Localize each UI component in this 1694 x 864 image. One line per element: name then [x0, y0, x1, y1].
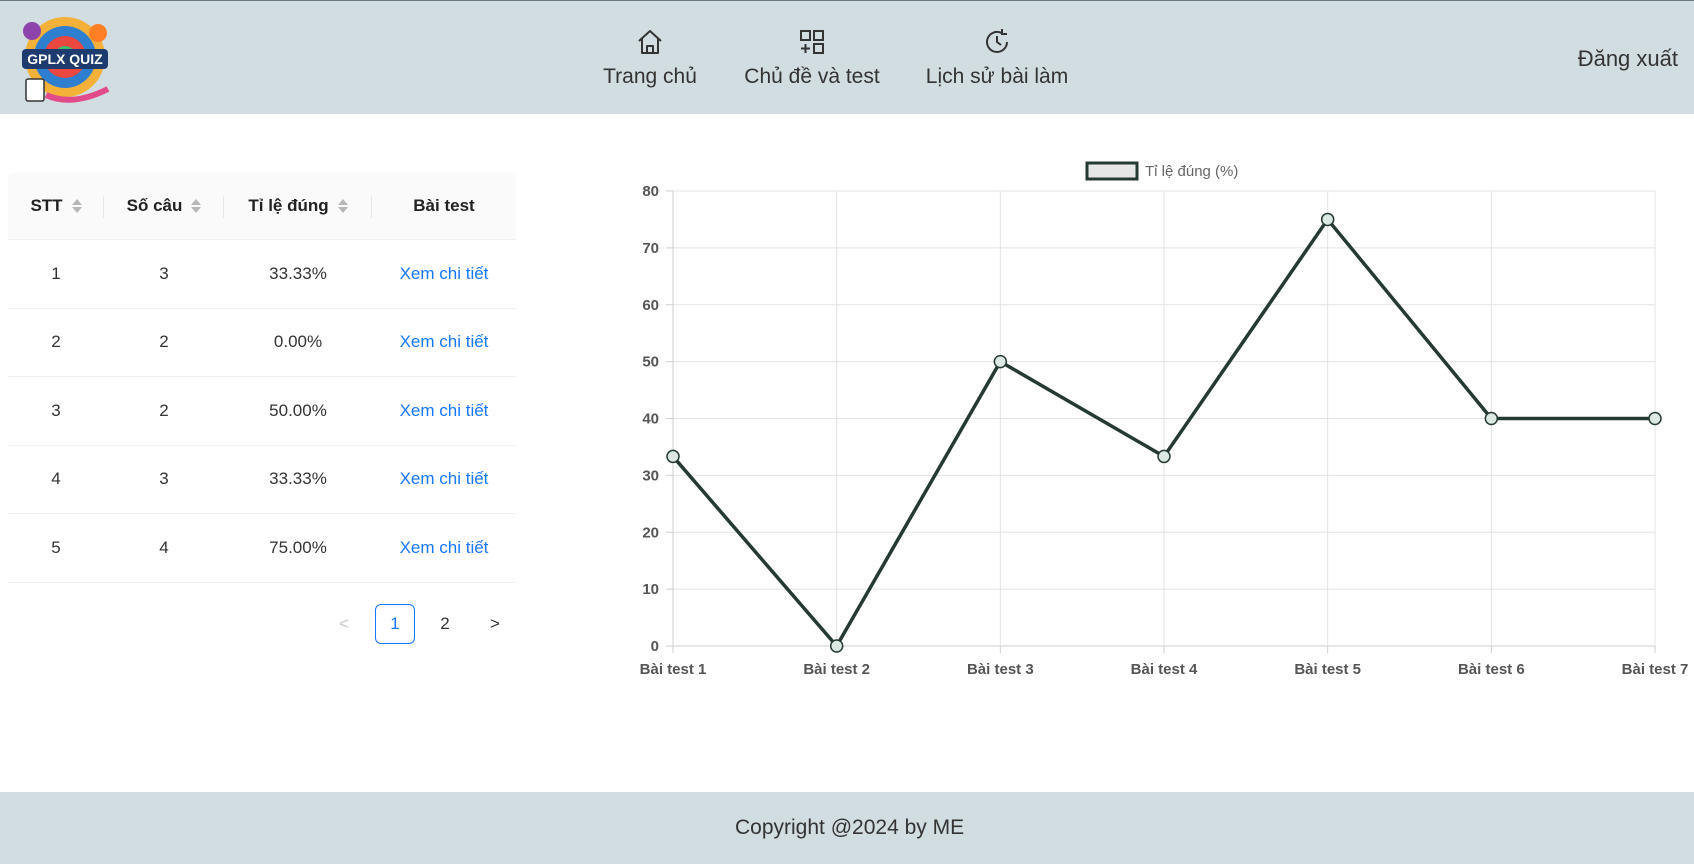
pagination: < 1 2 >	[324, 604, 524, 644]
cell-so-cau: 4	[159, 537, 169, 557]
cell-ti-le: 75.00%	[269, 537, 327, 557]
top-header: GPLX QUIZ Trang chủ Chủ đề và test Lịch …	[0, 0, 1694, 114]
x-tick-label: Bài test 5	[1294, 661, 1361, 678]
y-tick-label: 40	[642, 411, 659, 428]
x-tick-label: Bài test 1	[640, 661, 707, 678]
cell-stt: 5	[51, 537, 61, 557]
cell-so-cau: 3	[159, 469, 169, 489]
y-tick-label: 70	[642, 240, 659, 257]
table-row: 2 2 0.00% Xem chi tiết	[8, 309, 516, 377]
grid-plus-icon	[800, 30, 824, 54]
x-tick-label: Bài test 6	[1458, 661, 1525, 678]
page-1-button[interactable]: 1	[375, 604, 415, 644]
table-row: 1 3 33.33% Xem chi tiết	[8, 240, 516, 309]
logo-text: GPLX QUIZ	[27, 51, 103, 67]
cell-ti-le: 33.33%	[269, 469, 327, 489]
column-label: Số câu	[126, 195, 183, 215]
table-header: STT Số câu Tỉ lệ đúng Bài test	[8, 172, 516, 240]
view-detail-link[interactable]: Xem chi tiết	[399, 332, 489, 352]
sort-icon	[71, 198, 82, 213]
results-table: STT Số câu Tỉ lệ đúng Bài test 1 3 33.33…	[8, 172, 516, 583]
column-header-so-cau[interactable]: Số câu	[104, 172, 224, 239]
y-tick-label: 20	[642, 524, 659, 541]
nav-topics-tests-label: Chủ đề và test	[744, 65, 880, 88]
chart-svg: 0 10 20 30 40 50 60 70 80 Bài test 1 Bài test 2 Bài…	[640, 161, 1689, 678]
data-point	[1484, 411, 1499, 426]
cell-so-cau: 3	[159, 263, 169, 283]
view-detail-link[interactable]: Xem chi tiết	[399, 469, 489, 489]
prev-page-button[interactable]: <	[339, 614, 349, 633]
y-tick-label: 30	[642, 467, 659, 484]
nav-home[interactable]: Trang chủ	[600, 27, 700, 97]
cell-ti-le: 33.33%	[269, 263, 327, 283]
home-icon	[638, 30, 662, 54]
data-point	[1320, 212, 1335, 227]
next-page-button[interactable]: >	[490, 614, 500, 633]
view-detail-link[interactable]: Xem chi tiết	[399, 400, 489, 420]
nav-home-label: Trang chủ	[603, 65, 697, 88]
data-point	[666, 449, 680, 464]
y-tick-label: 50	[642, 354, 659, 371]
cell-stt: 2	[51, 332, 61, 352]
cell-so-cau: 2	[159, 332, 169, 352]
nav-history-label: Lịch sử bài làm	[925, 65, 1069, 88]
column-label: STT	[30, 195, 63, 215]
table-row: 5 4 75.00% Xem chi tiết	[8, 514, 516, 583]
page-2-button[interactable]: 2	[440, 614, 450, 633]
y-tick-label: 80	[642, 183, 659, 200]
y-tick-label: 10	[642, 581, 659, 598]
column-label: Tỉ lệ đúng	[248, 195, 329, 215]
view-detail-link[interactable]: Xem chi tiết	[399, 537, 489, 557]
copyright-text: Copyright @2024 by ME	[735, 816, 965, 839]
logout-link[interactable]: Đăng xuất	[1577, 46, 1678, 71]
nav-history[interactable]: Lịch sử bài làm	[922, 27, 1072, 97]
table-row: 4 3 33.33% Xem chi tiết	[8, 446, 516, 514]
y-tick-label: 60	[642, 297, 659, 314]
view-detail-link[interactable]: Xem chi tiết	[399, 263, 489, 283]
sort-icon	[337, 198, 348, 213]
cell-stt: 3	[51, 400, 61, 420]
cell-stt: 1	[51, 263, 61, 283]
data-point	[829, 639, 844, 653]
x-tick-label: Bài test 3	[967, 661, 1034, 678]
column-header-stt[interactable]: STT	[8, 172, 104, 239]
data-point	[993, 354, 1008, 369]
legend-swatch	[1085, 161, 1139, 181]
nav-topics-tests[interactable]: Chủ đề và test	[740, 27, 884, 97]
score-line-chart: 0 10 20 30 40 50 60 70 80 Bài test 1 Bài test 2 Bài…	[600, 150, 1694, 690]
y-tick-label: 0	[651, 638, 659, 655]
column-header-bai-test: Bài test	[372, 172, 516, 239]
sort-icon	[191, 198, 202, 213]
data-point	[1157, 449, 1171, 464]
x-tick-label: Bài test 4	[1131, 661, 1198, 678]
x-tick-label: Bài test 7	[1622, 661, 1689, 678]
history-icon	[986, 29, 1008, 53]
cell-ti-le: 0.00%	[273, 332, 323, 352]
table-row: 3 2 50.00% Xem chi tiết	[8, 377, 516, 446]
footer: Copyright @2024 by ME	[0, 792, 1694, 864]
column-label: Bài test	[413, 195, 475, 215]
gplx-quiz-logo[interactable]: GPLX QUIZ	[12, 9, 118, 109]
x-tick-label: Bài test 2	[803, 661, 870, 678]
legend-label: Tỉ lệ đúng (%)	[1145, 163, 1238, 180]
data-point	[1648, 411, 1662, 426]
column-header-ti-le-dung[interactable]: Tỉ lệ đúng	[224, 172, 372, 239]
cell-ti-le: 50.00%	[269, 400, 327, 420]
cell-stt: 4	[51, 469, 61, 489]
cell-so-cau: 2	[159, 400, 169, 420]
